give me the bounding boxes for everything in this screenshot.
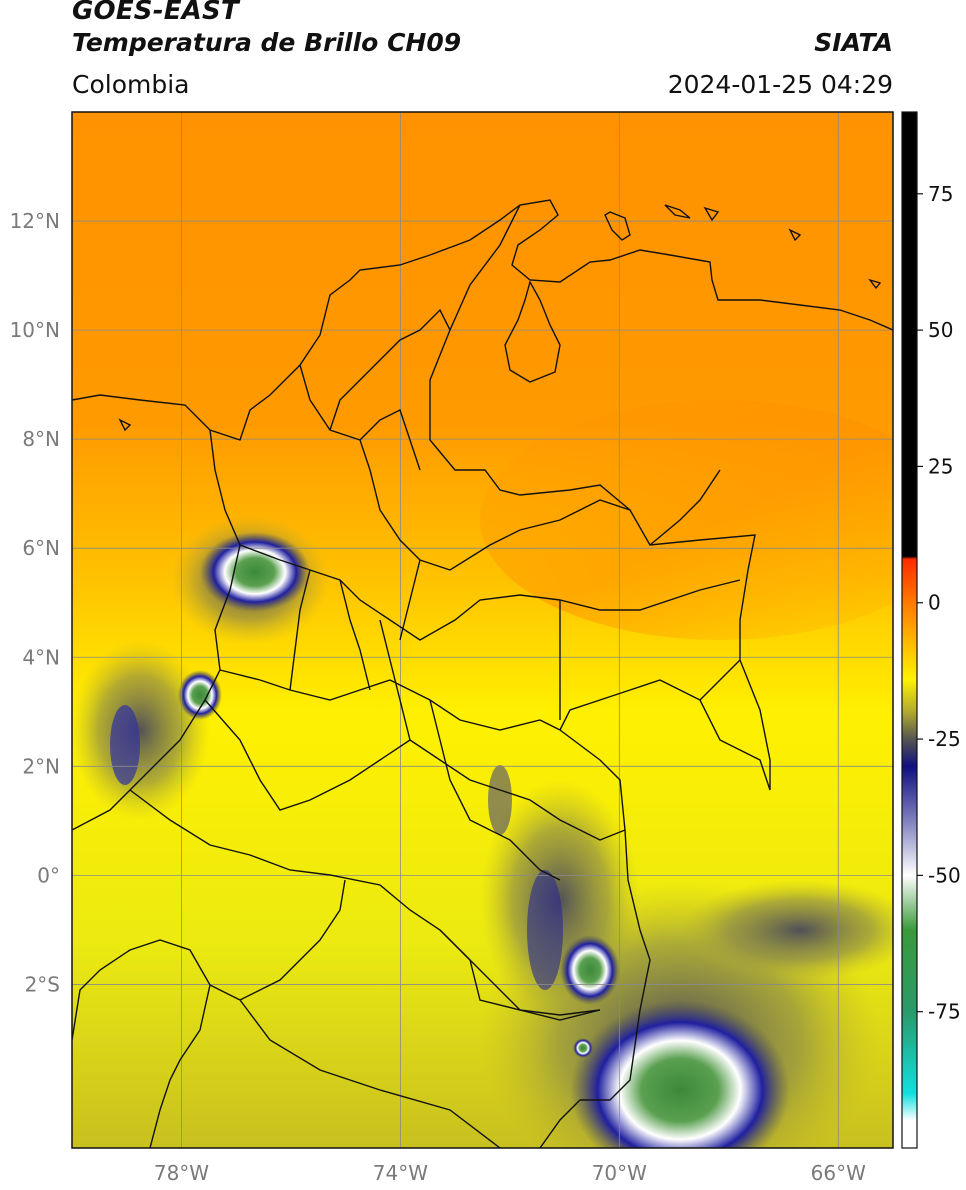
colorbar-tick-label: -50: [928, 863, 961, 887]
datetime-label: 2024-01-25 04:29: [667, 70, 893, 99]
latitude-label: 2°S: [25, 972, 60, 996]
colorbar-tick-label: 25: [928, 454, 953, 478]
colorbar-tick-label: 75: [928, 182, 953, 206]
peru-brazil-border: [539, 1099, 581, 1148]
colorbar-tick-label: 0: [928, 591, 941, 615]
product-title: Temperatura de Brillo CH09: [72, 28, 462, 57]
internal-departments-guaviare: [429, 699, 561, 881]
latitude-label: 2°N: [22, 754, 60, 778]
latitude-label: 8°N: [22, 427, 60, 451]
internal-departments-central: [239, 544, 741, 641]
region-label: Colombia: [72, 70, 190, 99]
colombia-brazil-border: [559, 729, 651, 1101]
internal-departments-caribe: [329, 308, 451, 471]
venezuela-internal: [649, 469, 741, 701]
colorbar-tick-label: -25: [928, 727, 961, 751]
longitude-label: 78°W: [154, 1161, 209, 1185]
colorbar-tick-label: 50: [928, 318, 953, 342]
satellite-title: GOES-EAST: [72, 0, 239, 26]
internal-departments-north: [299, 364, 631, 571]
longitude-label: 66°W: [811, 1161, 866, 1185]
latitude-label: 12°N: [10, 209, 60, 233]
colombia-ecuador-border: [129, 789, 601, 1016]
lake-maracaibo: [504, 280, 561, 383]
colombia-peru-border: [439, 929, 601, 1021]
brightness-temperature-field: [72, 112, 893, 1148]
ecuador-peru-border: [209, 879, 501, 1148]
colorbar-scale: [901, 111, 918, 1149]
longitude-label: 74°W: [373, 1161, 428, 1185]
longitude-labels: 78°W 74°W 70°W 66°W: [154, 1161, 866, 1185]
political-boundaries: [72, 199, 893, 1148]
map-frame: [71, 111, 894, 1149]
graticule: [72, 112, 893, 1148]
latitude-label: 10°N: [10, 318, 60, 342]
caribbean-coastline: [72, 199, 893, 441]
internal-departments-mid: [219, 669, 561, 731]
colorbar-ticks: 75 50 25 0 -25 -50 -75: [917, 182, 961, 1024]
latitude-label: 6°N: [22, 536, 60, 560]
latitude-label: 0°: [37, 863, 60, 887]
colorbar-tick-label: -75: [928, 1000, 961, 1024]
latitude-labels: 12°N 10°N 8°N 6°N 4°N 2°N 0° 2°S: [10, 209, 60, 996]
islands: [118, 204, 882, 432]
longitude-label: 70°W: [592, 1161, 647, 1185]
colorbar: 75 50 25 0 -25 -50 -75: [901, 111, 961, 1149]
south-america-pacific: [72, 939, 211, 1148]
latitude-label: 4°N: [22, 645, 60, 669]
internal-departments-meta: [379, 619, 411, 741]
colombia-venezuela-border: [429, 204, 771, 791]
internal-departments-andes: [289, 559, 421, 691]
agency-label: SIATA: [814, 28, 893, 57]
